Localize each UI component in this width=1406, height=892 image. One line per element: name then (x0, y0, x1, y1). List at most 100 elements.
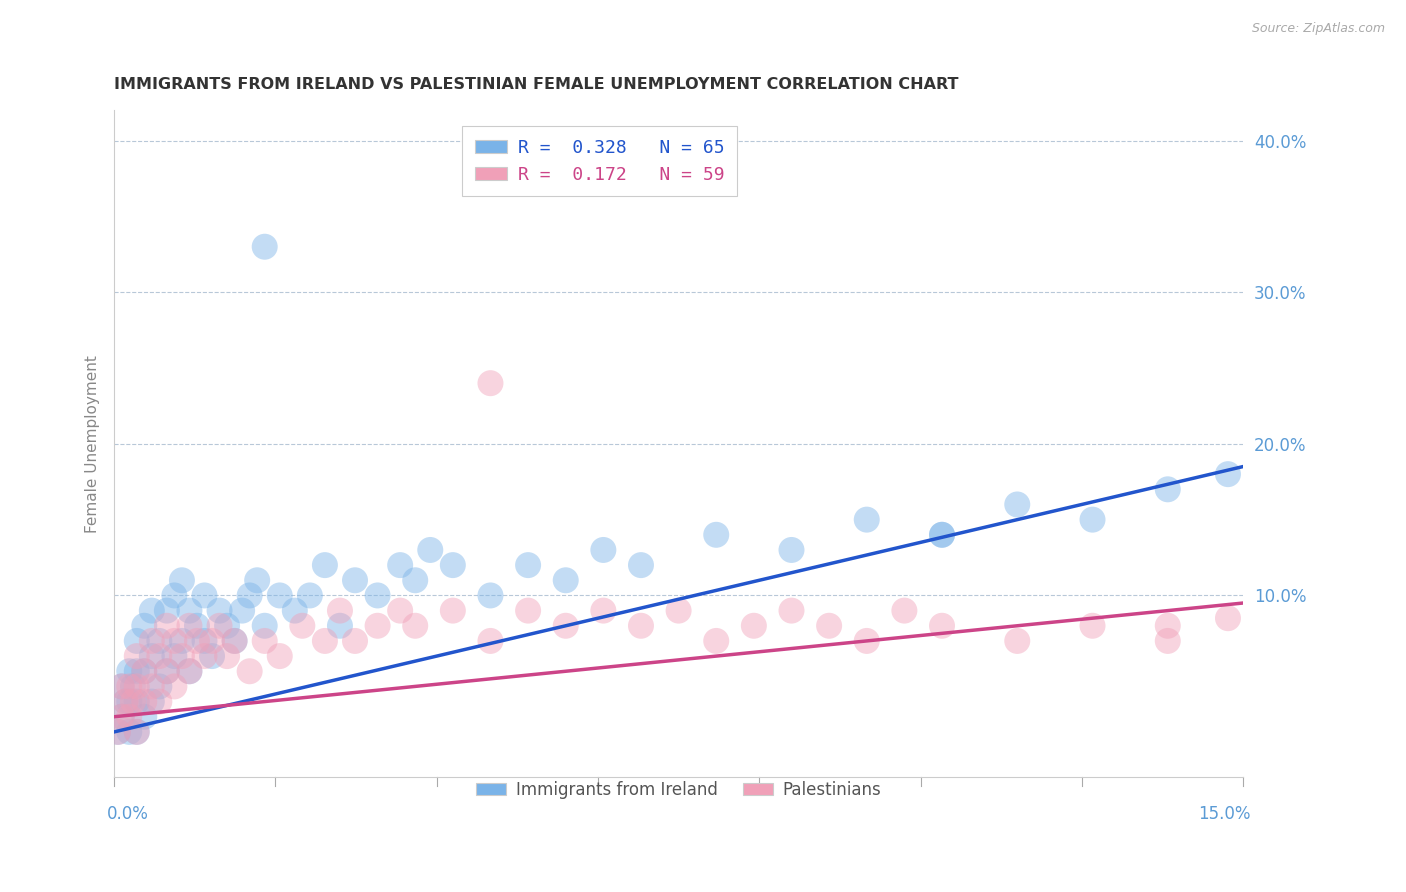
Point (818, 619, 841, 633)
Point (1081, 513, 1104, 527)
Point (1007, 498, 1029, 512)
Point (404, 574, 426, 588)
Point (148, 649, 170, 664)
Point (479, 634, 502, 648)
Point (118, 680, 141, 694)
Point (239, 589, 262, 603)
Point (122, 680, 145, 694)
Point (111, 710, 134, 724)
Point (208, 619, 231, 633)
Point (217, 649, 239, 664)
Point (201, 634, 224, 648)
Point (179, 604, 201, 618)
Point (224, 634, 246, 648)
Point (163, 634, 186, 648)
Point (668, 604, 690, 618)
Point (208, 604, 231, 618)
Point (231, 604, 253, 618)
Point (193, 649, 215, 664)
Point (269, 649, 291, 664)
Point (156, 665, 179, 679)
Point (630, 619, 652, 633)
Point (179, 619, 201, 633)
Point (253, 634, 276, 648)
Point (170, 649, 193, 664)
Point (479, 589, 502, 603)
Point (125, 695, 148, 709)
Point (343, 574, 366, 588)
Point (389, 604, 412, 618)
Point (931, 528, 953, 542)
Point (141, 680, 163, 694)
Point (931, 528, 953, 542)
Point (125, 680, 148, 694)
Point (1157, 619, 1180, 633)
Point (163, 649, 186, 664)
Point (404, 619, 426, 633)
Point (367, 589, 389, 603)
Point (170, 634, 193, 648)
Point (170, 574, 193, 588)
Point (367, 619, 389, 633)
Point (107, 725, 129, 739)
Point (931, 619, 953, 633)
Point (253, 240, 276, 254)
Point (118, 710, 141, 724)
Point (114, 695, 136, 709)
Point (479, 376, 502, 391)
Point (134, 619, 156, 633)
Point (134, 710, 156, 724)
Point (554, 619, 576, 633)
Point (125, 665, 148, 679)
Point (141, 695, 163, 709)
Point (253, 619, 276, 633)
Point (893, 604, 915, 618)
Point (148, 634, 170, 648)
Point (141, 649, 163, 664)
Text: IMMIGRANTS FROM IRELAND VS PALESTINIAN FEMALE UNEMPLOYMENT CORRELATION CHART: IMMIGRANTS FROM IRELAND VS PALESTINIAN F… (114, 78, 959, 93)
Point (517, 558, 540, 573)
Point (592, 543, 614, 558)
Point (592, 604, 614, 618)
Point (186, 634, 208, 648)
Point (134, 695, 156, 709)
Point (1081, 619, 1104, 633)
Point (441, 604, 464, 618)
Text: Source: ZipAtlas.com: Source: ZipAtlas.com (1251, 22, 1385, 36)
Point (141, 634, 163, 648)
Point (269, 589, 291, 603)
Point (217, 619, 239, 633)
Point (742, 619, 765, 633)
Point (156, 619, 179, 633)
Point (780, 604, 803, 618)
Point (118, 665, 141, 679)
Point (156, 604, 179, 618)
Point (193, 634, 215, 648)
Point (111, 680, 134, 694)
Point (118, 695, 141, 709)
Point (554, 574, 576, 588)
Point (389, 558, 412, 573)
Point (314, 558, 336, 573)
Point (239, 665, 262, 679)
Point (419, 543, 441, 558)
Point (163, 589, 186, 603)
Point (1157, 634, 1180, 648)
Point (1216, 611, 1239, 625)
Point (314, 634, 336, 648)
Point (329, 619, 352, 633)
Point (134, 665, 156, 679)
Point (343, 634, 366, 648)
Point (111, 680, 134, 694)
Point (193, 589, 215, 603)
Point (1007, 634, 1029, 648)
Point (284, 604, 307, 618)
Text: 15.0%: 15.0% (1198, 805, 1250, 822)
Point (329, 604, 352, 618)
Point (156, 665, 179, 679)
Point (179, 665, 201, 679)
Point (224, 634, 246, 648)
Point (163, 680, 186, 694)
Point (179, 665, 201, 679)
Point (111, 710, 134, 724)
